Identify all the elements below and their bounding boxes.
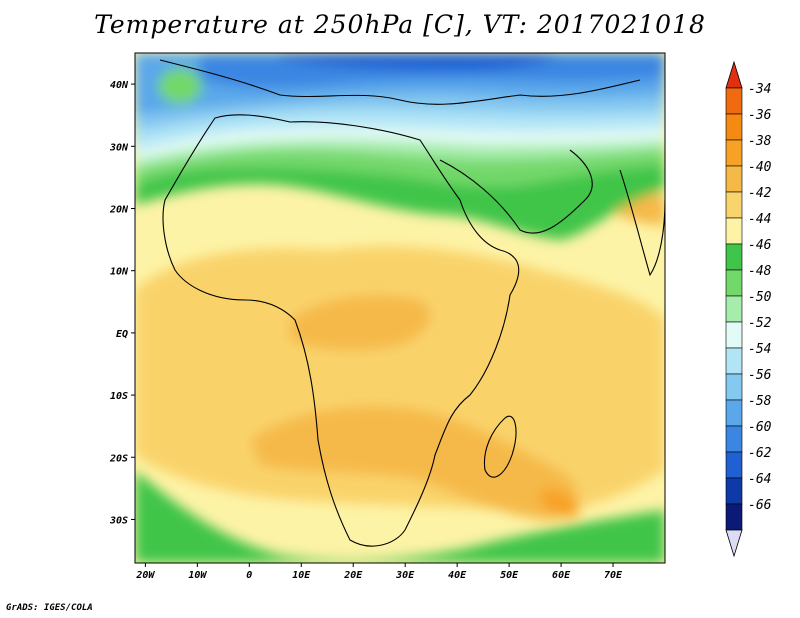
temperature-field <box>135 53 665 563</box>
x-tick-label: 30E <box>395 570 415 581</box>
colorbar-swatch <box>725 191 743 219</box>
x-tick-label: 20W <box>135 570 155 581</box>
colorbar-label: -56 <box>748 368 772 383</box>
x-tick-label: 50E <box>500 570 519 581</box>
colorbar: -34 -36 -38 -40 -42 -44 -46 -48 -50 -52 -54 -56 -58 -… <box>725 60 772 558</box>
colorbar-swatch <box>725 347 743 375</box>
colorbar-label: -66 <box>748 498 772 513</box>
field-region-atlantic-48 <box>158 68 202 104</box>
africa-coastline <box>162 114 520 547</box>
x-tick-label: 40E <box>448 570 467 581</box>
x-axis: 20W 10W 0 10E 20E 30E 40E 50E 60E 70E <box>135 563 623 581</box>
y-tick-label: 30S <box>109 515 128 526</box>
x-tick-label: 70E <box>604 570 623 581</box>
colorbar-swatch <box>725 139 743 167</box>
coastlines <box>159 59 665 547</box>
colorbar-swatch <box>725 269 743 297</box>
y-tick-label: EQ <box>116 329 128 340</box>
colorbar-label: -44 <box>748 212 771 227</box>
colorbar-label: -36 <box>748 108 772 123</box>
colorbar-swatch <box>725 113 743 141</box>
y-tick-label: 20N <box>109 204 129 215</box>
field-region-46-south <box>135 470 665 563</box>
india-coastline <box>619 169 665 277</box>
colorbar-swatch <box>725 165 743 193</box>
colorbar-bottom-arrow <box>725 529 743 558</box>
madagascar-coastline <box>483 415 517 478</box>
field-region-40-south <box>250 406 578 520</box>
y-tick-label: 30N <box>109 142 129 153</box>
y-tick-label: 10N <box>110 267 129 278</box>
colorbar-label: -58 <box>748 394 772 409</box>
colorbar-label: -52 <box>748 316 772 331</box>
colorbar-swatch <box>725 451 743 479</box>
colorbar-label: -60 <box>748 420 772 435</box>
colorbar-swatch <box>725 399 743 427</box>
x-tick-label: 10E <box>292 570 311 581</box>
colorbar-label: -42 <box>748 186 772 201</box>
colorbar-label: -46 <box>748 238 772 253</box>
credit-label: GrADS: IGES/COLA <box>6 603 93 613</box>
colorbar-swatch <box>725 295 743 323</box>
colorbar-label: -64 <box>748 472 771 487</box>
colorbar-swatch <box>725 425 743 453</box>
colorbar-label: -40 <box>748 160 772 175</box>
x-tick-label: 60E <box>552 570 571 581</box>
x-tick-label: 20E <box>343 570 363 581</box>
field-region-38 <box>540 489 580 518</box>
plot-frame <box>134 52 666 564</box>
y-axis: 40N 30N 20N 10N EQ 10S 20S 30S <box>109 80 135 526</box>
colorbar-label: -38 <box>748 134 772 149</box>
colorbar-swatch <box>725 477 743 505</box>
colorbar-label: -62 <box>748 446 772 461</box>
field-region-40-center <box>290 295 431 351</box>
map-title: Temperature at 250hPa [C], VT: 201702101… <box>94 10 706 39</box>
colorbar-label: -48 <box>748 264 772 279</box>
colorbar-label: -50 <box>748 290 772 305</box>
field-region-62 <box>280 53 560 71</box>
colorbar-swatch <box>725 87 743 115</box>
europe-coastline <box>159 59 641 105</box>
colorbar-label: -34 <box>748 82 771 97</box>
colorbar-swatch <box>725 321 743 349</box>
y-tick-label: 40N <box>110 80 129 91</box>
y-tick-label: 10S <box>110 391 128 402</box>
colorbar-swatch <box>725 217 743 245</box>
colorbar-swatch <box>725 243 743 271</box>
colorbar-swatch <box>725 373 743 401</box>
colorbar-swatch <box>725 503 743 531</box>
x-tick-label: 10W <box>188 570 207 581</box>
y-tick-label: 20S <box>109 453 128 464</box>
colorbar-label: -54 <box>748 342 771 357</box>
x-tick-label: 0 <box>246 570 252 581</box>
arabia-coastline <box>439 149 593 234</box>
colorbar-top-arrow <box>725 60 743 89</box>
